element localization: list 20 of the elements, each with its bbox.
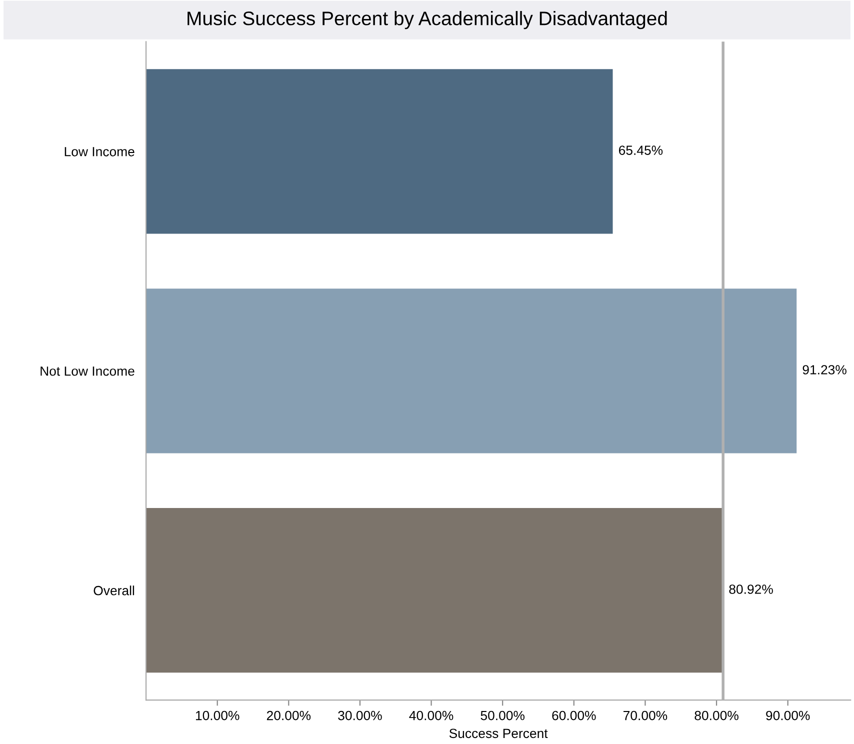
data-label: 80.92% bbox=[729, 584, 773, 594]
x-tick-label: 60.00% bbox=[552, 710, 596, 720]
data-label: 91.23% bbox=[802, 365, 846, 374]
x-tick-label: 80.00% bbox=[694, 710, 738, 720]
x-axis-title: Success Percent bbox=[449, 728, 548, 738]
x-tick-label: 40.00% bbox=[409, 710, 454, 720]
y-tick-label: Overall bbox=[94, 586, 134, 596]
x-tick-label: 90.00% bbox=[766, 710, 810, 720]
x-tick-label: 10.00% bbox=[196, 710, 240, 720]
data-label: 65.45% bbox=[618, 146, 663, 155]
y-tick-label: Low Income bbox=[64, 147, 134, 156]
y-tick-label: Not Low Income bbox=[40, 366, 134, 376]
x-tick-label: 30.00% bbox=[338, 710, 382, 720]
bar bbox=[146, 69, 613, 234]
bar bbox=[146, 508, 724, 673]
bar bbox=[146, 288, 797, 454]
x-tick-label: 20.00% bbox=[266, 710, 311, 720]
x-tick-label: 70.00% bbox=[624, 710, 668, 720]
x-tick-label: 50.00% bbox=[480, 710, 524, 720]
chart-title: Music Success Percent by Academically Disadvantaged bbox=[188, 11, 667, 30]
